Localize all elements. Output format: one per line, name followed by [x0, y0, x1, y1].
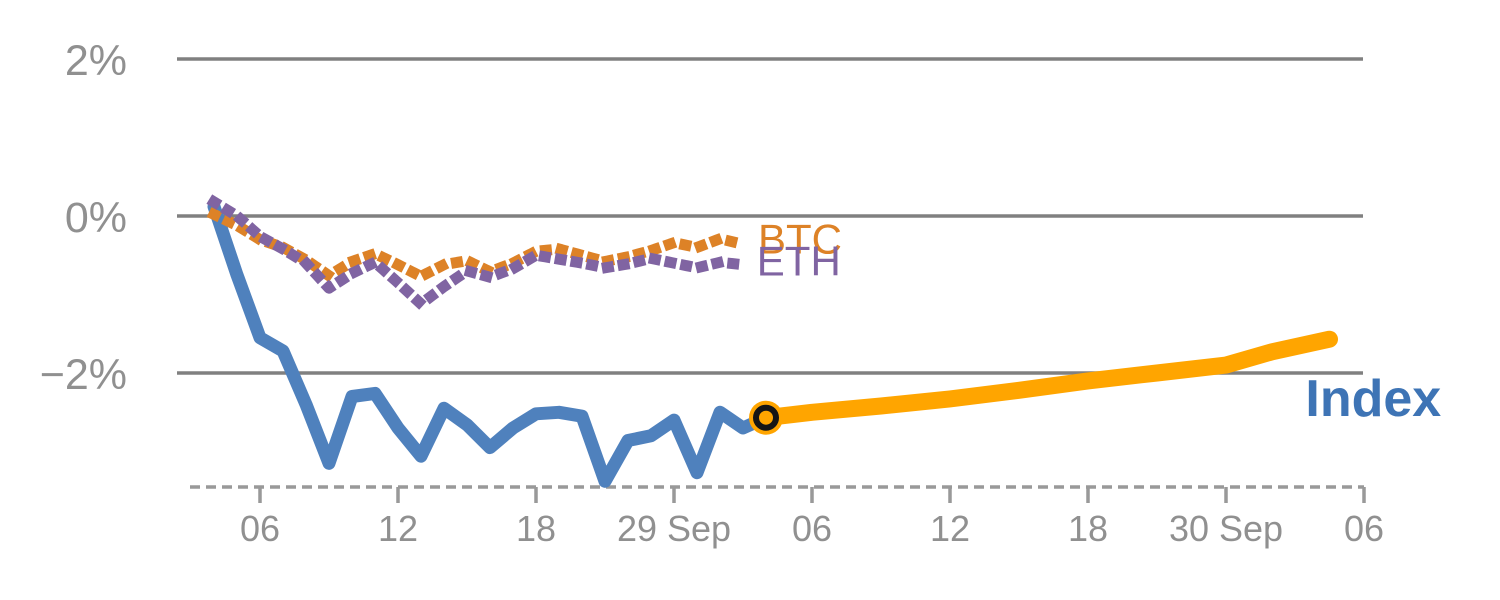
x-tick-label-42: 18	[1068, 508, 1108, 549]
x-tick-label-12: 12	[378, 508, 418, 549]
y-tick-label-2: 2%	[65, 37, 127, 85]
index-line	[207, 200, 773, 488]
index-label: Index	[1305, 370, 1441, 428]
x-tick-label-54: 06	[1344, 508, 1384, 549]
y-tick-label-0: 0%	[65, 194, 127, 242]
x-tick-label-18: 18	[516, 508, 556, 549]
btc-line	[206, 207, 750, 282]
eth-line	[206, 194, 750, 310]
x-tick-label-6: 06	[240, 508, 280, 549]
junction-marker-ring	[753, 404, 779, 431]
x-tick-label-24: 29 Sep	[617, 508, 731, 549]
x-tick-label-48: 30 Sep	[1169, 508, 1283, 549]
y-tick-label--2: −2%	[40, 351, 127, 399]
x-tick-label-36: 12	[930, 508, 970, 549]
x-tick-label-30: 06	[792, 508, 832, 549]
eth-label: ETH	[757, 238, 841, 285]
index-forecast-line	[757, 330, 1338, 427]
btc-label: BTC	[758, 216, 842, 263]
